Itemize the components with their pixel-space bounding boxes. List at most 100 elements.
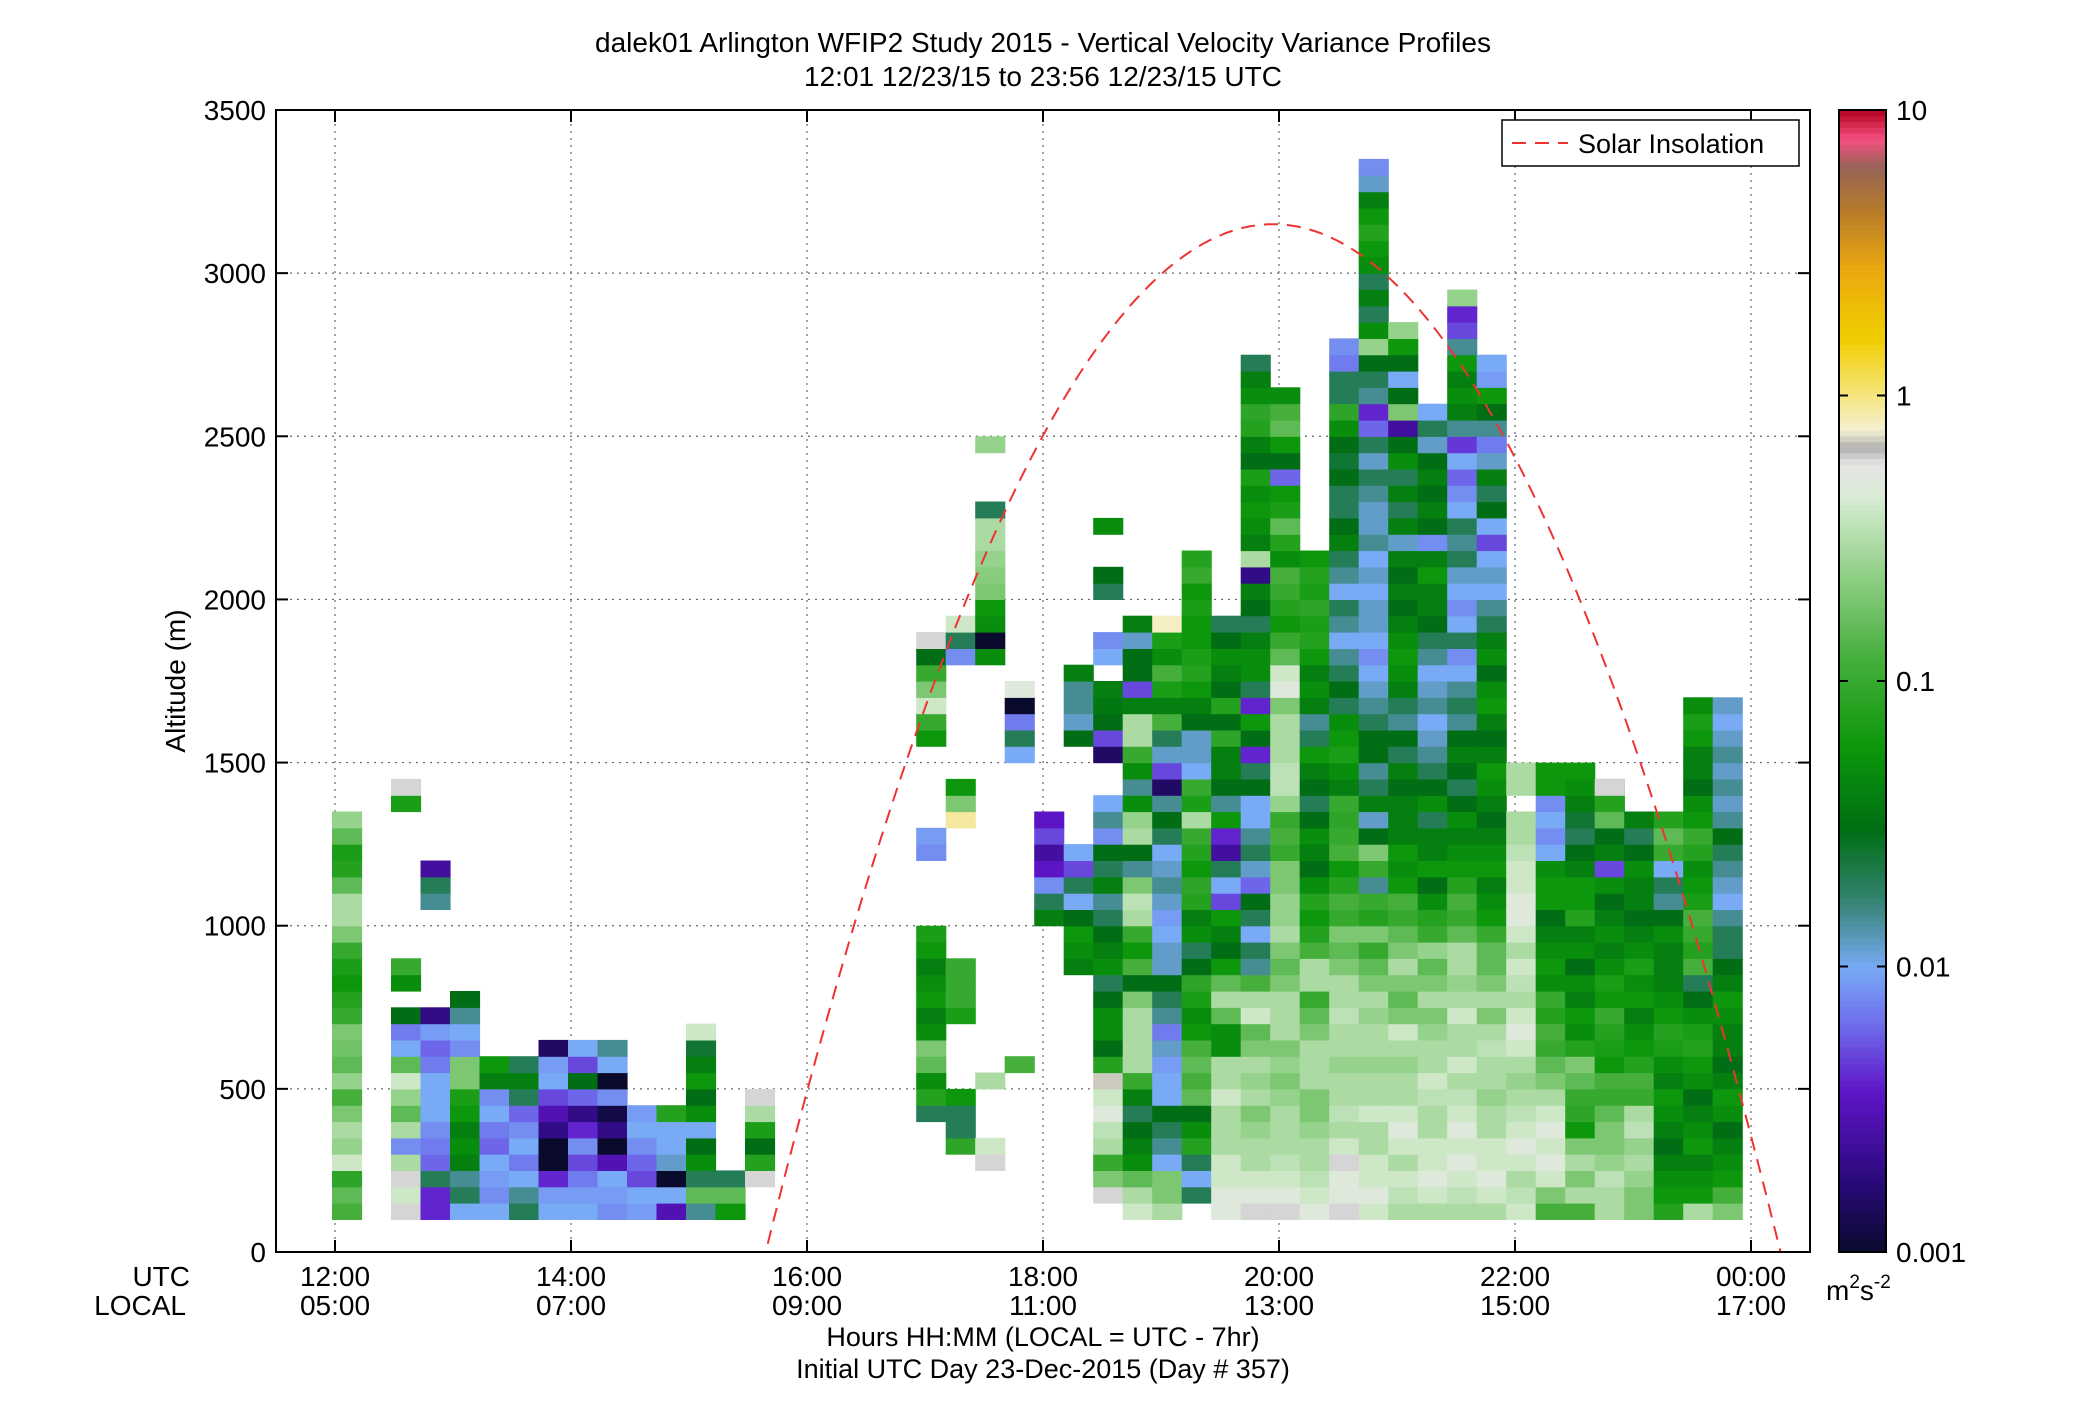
heatmap-cell [1358,1088,1389,1106]
heatmap-cell [1329,827,1360,845]
heatmap-cell [1329,1203,1360,1220]
heatmap-cell [1063,876,1094,894]
colorbar-segment [1839,766,1886,774]
heatmap-cell [1152,974,1183,992]
heatmap-cell [1624,1121,1655,1139]
heatmap-cell [1211,681,1242,698]
heatmap-cell [1299,762,1330,780]
heatmap-cell [1122,942,1153,959]
heatmap-cell [1506,1105,1537,1123]
heatmap-cell [1329,354,1360,372]
heatmap-cell [450,1023,481,1041]
colorbar-segment [1839,344,1886,351]
colorbar-segment [1839,732,1886,739]
heatmap-cell [1447,795,1478,813]
heatmap-cell [1535,942,1566,959]
heatmap-cell [1240,1072,1271,1090]
heatmap-cell [1447,1023,1478,1041]
heatmap-cell [1122,795,1153,813]
heatmap-cell [420,860,451,878]
heatmap-cell [1270,615,1301,633]
heatmap-cell [1683,1007,1714,1025]
heatmap-cell [1417,436,1448,454]
colorbar-segment [1839,504,1886,511]
heatmap-cell [1181,974,1212,992]
heatmap-cell [1535,1007,1566,1025]
heatmap-cell [1447,860,1478,878]
heatmap-cell [1122,762,1153,780]
heatmap-cell [1152,1072,1183,1090]
heatmap-cell [1211,632,1242,649]
heatmap-cell [975,566,1006,584]
colorbar-segment [1839,338,1886,345]
heatmap-cell [1417,517,1448,535]
heatmap-cell [1152,844,1183,861]
heatmap-cell [1181,1186,1212,1204]
heatmap-cell [1358,240,1389,258]
colorbar-segment [1839,555,1886,562]
heatmap-cell [1240,1203,1271,1220]
heatmap-cell [1565,762,1596,780]
colorbar-segment [1839,224,1886,231]
colorbar-segment [1839,218,1886,225]
colorbar-segment [1839,686,1886,694]
heatmap-cell [1712,925,1743,943]
heatmap-cell [1624,860,1655,878]
heatmap-cell [1240,517,1271,535]
heatmap-cell [1594,1056,1625,1074]
colorbar-segment [1839,1172,1886,1179]
colorbar-segment [1839,538,1886,545]
heatmap-cell [1712,1121,1743,1139]
heatmap-cell [1211,876,1242,894]
heatmap-cell [1417,615,1448,633]
heatmap-cell [1506,942,1537,959]
heatmap-cell [1270,1203,1301,1220]
colorbar-segment [1839,892,1886,899]
colorbar-segment [1839,818,1886,825]
legend-box [1501,119,1800,167]
heatmap-cell [1712,909,1743,927]
heatmap-cell [1063,664,1094,682]
colorbar-segment [1839,212,1886,220]
heatmap-cell [1358,371,1389,388]
heatmap-cell [1506,909,1537,927]
heatmap-cell [1653,876,1684,894]
colorbar-segment [1839,384,1886,391]
heatmap-cell [1152,746,1183,764]
colorbar-segment [1839,715,1886,722]
heatmap-cell [1211,615,1242,633]
heatmap-cell [1181,893,1212,910]
heatmap-cell [1299,729,1330,747]
heatmap-cell [1712,762,1743,780]
heatmap-cell [1594,1007,1625,1025]
heatmap-cell [568,1121,599,1139]
heatmap-cell [568,1137,599,1155]
heatmap-cell [1358,860,1389,878]
heatmap-cell [1683,1105,1714,1123]
heatmap-cell [1240,1137,1271,1155]
colorbar-segment [1839,663,1886,671]
heatmap-cell [1653,1023,1684,1041]
heatmap-cell [1565,958,1596,976]
colorbar-segment [1839,1080,1886,1088]
colorbar-segment [1839,1035,1886,1042]
heatmap-cell [1329,844,1360,861]
heatmap-cell [391,795,422,813]
heatmap-cell [391,1154,422,1171]
heatmap-cell [1093,1137,1124,1155]
heatmap-cell [1388,354,1419,372]
heatmap-cell [1358,697,1389,715]
heatmap-cell [391,958,422,976]
heatmap-cell [1211,1023,1242,1041]
heatmap-cell [1417,485,1448,503]
heatmap-cell [1152,942,1183,959]
colorbar-segment [1839,498,1886,505]
heatmap-cell [656,1121,687,1139]
heatmap-cell [538,1203,569,1220]
heatmap-cell [1653,991,1684,1008]
heatmap-cell [1152,729,1183,747]
heatmap-cell [975,436,1006,454]
heatmap-cell [597,1088,628,1106]
heatmap-cell [916,974,947,992]
heatmap-cell [1211,1105,1242,1123]
